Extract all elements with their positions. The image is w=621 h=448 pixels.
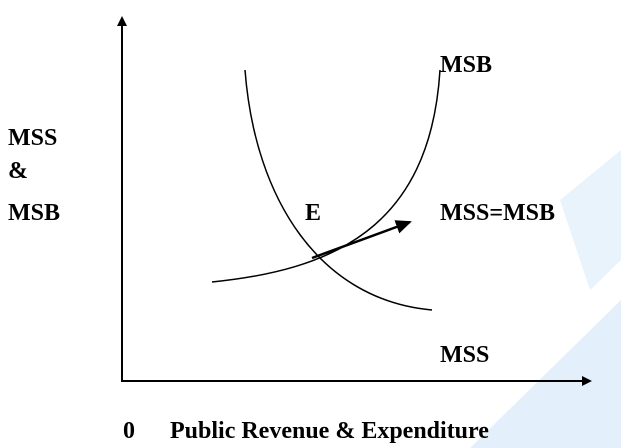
equality-label: MSS=MSB bbox=[440, 200, 555, 226]
curve-label: MSS bbox=[440, 342, 489, 368]
msb-curve bbox=[244, 69, 433, 311]
equilibrium-label: E bbox=[305, 200, 321, 226]
y-axis-label: MSB bbox=[8, 200, 60, 226]
y-axis-label: MSS bbox=[8, 125, 57, 151]
y-axis-label: & bbox=[8, 158, 28, 184]
mss-curve bbox=[211, 69, 441, 283]
curve-label: MSB bbox=[440, 52, 492, 78]
watermark bbox=[560, 150, 621, 290]
origin-label: 0 bbox=[123, 418, 135, 444]
x-axis-label: Public Revenue & Expenditure bbox=[170, 418, 489, 444]
watermark bbox=[470, 300, 621, 448]
equilibrium-arrow bbox=[311, 220, 412, 260]
